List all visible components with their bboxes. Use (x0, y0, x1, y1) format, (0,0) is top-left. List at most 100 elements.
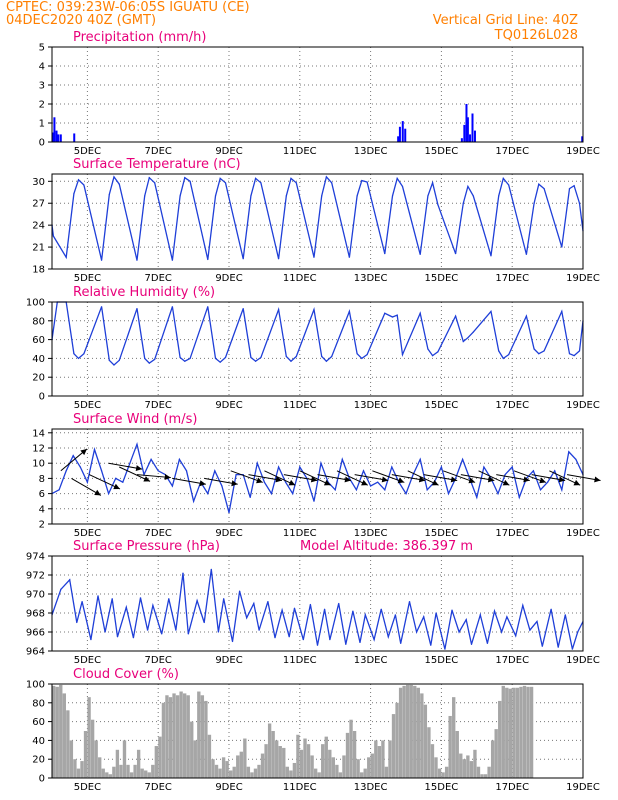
data-point (277, 466, 280, 468)
data-point (508, 184, 510, 186)
x-tick-label: 15DEC (425, 528, 459, 539)
x-tick-label: 13DEC (354, 146, 388, 157)
data-point (515, 635, 517, 637)
wind-arrow-head (199, 480, 206, 487)
data-bar (161, 702, 166, 778)
x-tick-label: 5DEC (74, 400, 101, 411)
x-tick-label: 11DEC (283, 146, 317, 157)
data-point (426, 489, 428, 491)
data-point (221, 485, 223, 487)
x-tick-label: 13DEC (354, 782, 388, 793)
data-point (348, 256, 350, 258)
data-point (231, 640, 234, 643)
data-point (405, 493, 407, 495)
data-point (193, 500, 195, 502)
x-tick-label: 15DEC (425, 146, 459, 157)
data-point (207, 306, 209, 308)
data-point (292, 493, 294, 495)
data-point (152, 604, 154, 607)
data-bar (388, 740, 392, 778)
data-point (83, 184, 85, 186)
data-point (502, 357, 504, 359)
data-bar (211, 759, 215, 778)
data-point (577, 631, 579, 633)
data-point (260, 356, 262, 359)
data-bar (151, 764, 155, 778)
y-tick-label: 6 (39, 489, 45, 500)
data-point (72, 455, 74, 457)
series-line (51, 441, 584, 513)
data-point (506, 616, 508, 618)
data-bar (494, 729, 498, 778)
data-point (416, 631, 418, 633)
data-bar (73, 759, 77, 778)
x-tick-label: 17DEC (495, 782, 529, 793)
data-bar (200, 695, 205, 778)
x-tick-label: 17DEC (495, 400, 529, 411)
data-bar (207, 734, 212, 778)
data-bar (452, 697, 456, 778)
x-tick-label: 19DEC (566, 273, 600, 284)
data-bar (487, 766, 491, 778)
data-point (571, 648, 573, 650)
data-point (148, 177, 150, 179)
x-tick-label: 9DEC (215, 528, 242, 539)
data-bar (303, 738, 307, 778)
data-point (139, 597, 142, 599)
x-tick-label: 17DEC (495, 146, 529, 157)
data-bar (73, 133, 76, 142)
data-point (361, 357, 363, 359)
y-tick-label: 2 (39, 520, 45, 531)
data-point (285, 481, 287, 483)
x-tick-label: 15DEC (425, 655, 459, 666)
data-point (239, 590, 241, 592)
data-point (427, 195, 429, 197)
data-bar (508, 688, 513, 778)
data-point (321, 355, 323, 358)
data-point (299, 466, 301, 468)
data-bar (476, 766, 481, 778)
data-point (497, 493, 499, 495)
data-point (538, 353, 540, 355)
data-bar (363, 768, 367, 778)
y-tick-label: 100 (26, 680, 45, 691)
wind-arrow-head (80, 448, 87, 456)
data-bar (119, 764, 123, 778)
data-bar (260, 753, 265, 778)
data-point (113, 176, 115, 178)
data-point (486, 642, 489, 645)
data-point (250, 356, 252, 359)
data-bar (136, 749, 141, 778)
data-bar (59, 684, 63, 778)
data-point (254, 360, 257, 362)
panel-title: Surface Wind (m/s) (73, 412, 197, 427)
data-point (73, 353, 75, 355)
data-point (356, 353, 358, 355)
data-point (384, 489, 386, 491)
data-point (561, 246, 563, 248)
data-bar (197, 691, 201, 778)
data-bar (108, 774, 113, 778)
data-bar (59, 134, 62, 142)
data-bar (331, 757, 336, 778)
data-point (419, 458, 421, 460)
data-point (184, 177, 186, 179)
y-tick-label: 964 (26, 647, 45, 658)
data-bar (193, 740, 197, 778)
data-point (518, 496, 520, 498)
data-point (256, 462, 258, 464)
data-point (391, 466, 393, 468)
data-bar (182, 693, 187, 778)
data-point (293, 607, 296, 609)
data-bar (328, 749, 332, 778)
data-point (179, 356, 181, 359)
data-point (58, 489, 60, 491)
data-point (171, 306, 173, 308)
data-point (108, 493, 110, 495)
data-point (532, 470, 535, 472)
data-point (150, 458, 152, 460)
data-bar (218, 768, 222, 778)
data-bar (480, 774, 484, 778)
data-bar (469, 761, 474, 778)
data-bar (413, 685, 417, 778)
